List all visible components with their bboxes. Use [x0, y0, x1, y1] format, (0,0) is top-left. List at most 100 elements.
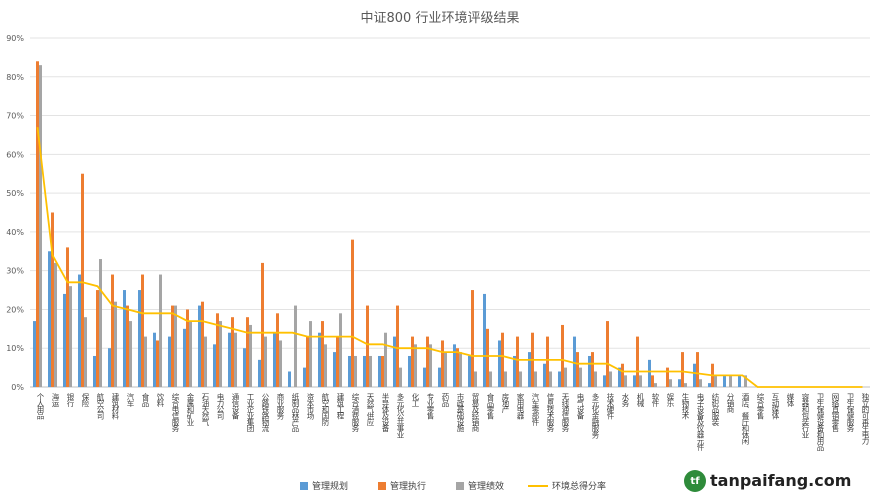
bar-planning	[48, 251, 51, 387]
x-tick-label: 商业服务	[276, 392, 285, 421]
bar-performance	[249, 324, 252, 387]
bar-planning	[93, 355, 96, 387]
x-tick-label: 纺织品服装	[711, 392, 720, 427]
bars	[33, 61, 747, 388]
bar-performance	[534, 371, 537, 387]
bar-performance	[99, 259, 102, 387]
x-tick-label: 天然气供应	[366, 393, 375, 427]
x-tick-label: 食品零售	[486, 392, 495, 421]
x-tick-label: 银行	[66, 393, 75, 408]
x-tick-label: 综合消费服务	[351, 392, 360, 434]
bar-planning	[498, 340, 501, 387]
score-line-path	[36, 127, 863, 388]
x-tick-label: 工业企业集团	[246, 393, 255, 433]
bar-planning	[78, 274, 81, 387]
x-tick-label: 汽车	[126, 392, 135, 408]
bar-performance	[339, 313, 342, 387]
bar-execution	[516, 336, 519, 387]
bar-execution	[156, 340, 159, 387]
bar-planning	[318, 332, 321, 387]
x-tick-label: 汽车零部件	[531, 392, 540, 427]
bar-planning	[138, 290, 141, 387]
bar-performance	[579, 367, 582, 387]
bar-performance	[504, 371, 507, 387]
bar-planning	[558, 371, 561, 387]
x-tick-label: 生物技术	[681, 392, 690, 421]
x-tick-label: 水务	[621, 392, 630, 408]
bar-execution	[576, 352, 579, 387]
y-tick-label: 60%	[6, 150, 24, 159]
x-tick-label: 石油天然气	[201, 393, 210, 426]
bar-planning	[483, 293, 486, 387]
legend: 管理规划 管理执行 管理绩效 环境总得分率	[300, 480, 606, 492]
bar-performance	[354, 355, 357, 387]
bar-performance	[309, 321, 312, 387]
x-tick-label: 家用电器	[516, 392, 525, 421]
bar-performance	[639, 375, 642, 387]
x-tick-label: 多元化金融服务	[591, 392, 600, 440]
y-tick-label: 90%	[6, 34, 24, 43]
bar-performance	[69, 286, 72, 387]
bar-performance	[564, 367, 567, 387]
x-tick-label: 独立的可再生电力	[861, 392, 870, 446]
bar-execution	[591, 352, 594, 387]
x-axis-labels: 个人用品 海运 银行 保险 航空公司 建筑材料 汽车 食品 饮料 综合电信服务 金属和矿业 石油天然气…	[36, 392, 870, 452]
bar-performance	[54, 262, 57, 387]
x-tick-label: 航空和国防	[321, 392, 330, 427]
x-tick-label: 通信设备	[231, 392, 240, 421]
x-tick-label: 综合电信服务	[171, 392, 180, 434]
x-tick-label: 食品	[141, 392, 150, 408]
bar-performance	[234, 332, 237, 387]
bar-execution	[636, 336, 639, 387]
x-tick-label: 保险	[81, 393, 90, 408]
x-tick-label: 纸制品林产品	[291, 392, 300, 434]
x-tick-label: 半导体及设备	[381, 392, 390, 434]
bar-execution	[621, 363, 624, 387]
bar-execution	[486, 328, 489, 387]
bar-planning	[633, 375, 636, 387]
bar-execution	[126, 305, 129, 387]
bar-planning	[198, 305, 201, 387]
watermark-text: tanpaifang.com	[710, 471, 852, 490]
bar-planning	[63, 293, 66, 387]
bar-performance	[189, 321, 192, 387]
legend-swatch	[300, 482, 308, 490]
bar-execution	[666, 367, 669, 387]
bar-execution	[471, 290, 474, 387]
y-tick-label: 0%	[11, 383, 24, 392]
bar-performance	[324, 344, 327, 387]
bar-performance	[669, 379, 672, 387]
bar-planning	[228, 332, 231, 387]
bar-execution	[651, 375, 654, 387]
x-tick-label: 分销商	[726, 393, 735, 415]
x-tick-label: 电力公司	[216, 392, 225, 420]
bar-execution	[81, 173, 84, 387]
legend-label: 管理规划	[312, 480, 348, 492]
y-tick-label: 70%	[6, 112, 24, 121]
bar-planning	[408, 355, 411, 387]
bar-performance	[114, 301, 117, 387]
legend-swatch	[456, 482, 464, 490]
bar-planning	[123, 290, 126, 387]
bar-performance	[699, 379, 702, 387]
bar-planning	[303, 367, 306, 387]
bar-planning	[243, 348, 246, 387]
bar-planning	[648, 359, 651, 387]
bar-performance	[369, 355, 372, 387]
x-tick-label: 综合零售	[756, 392, 765, 421]
bar-planning	[108, 348, 111, 387]
chart-title: 中证800 行业环境评级结果	[361, 11, 520, 26]
y-tick-label: 30%	[6, 267, 24, 276]
bar-planning	[213, 344, 216, 387]
bar-performance	[384, 332, 387, 387]
legend-label: 管理执行	[390, 480, 426, 492]
bar-planning	[33, 321, 36, 387]
bar-execution	[276, 313, 279, 387]
bar-execution	[306, 336, 309, 387]
legend-label: 环境总得分率	[552, 480, 606, 492]
x-tick-label: 媒体	[786, 393, 795, 408]
bar-planning	[528, 352, 531, 387]
bar-planning	[423, 367, 426, 387]
x-tick-label: 海运	[51, 392, 60, 408]
bar-planning	[363, 355, 366, 387]
